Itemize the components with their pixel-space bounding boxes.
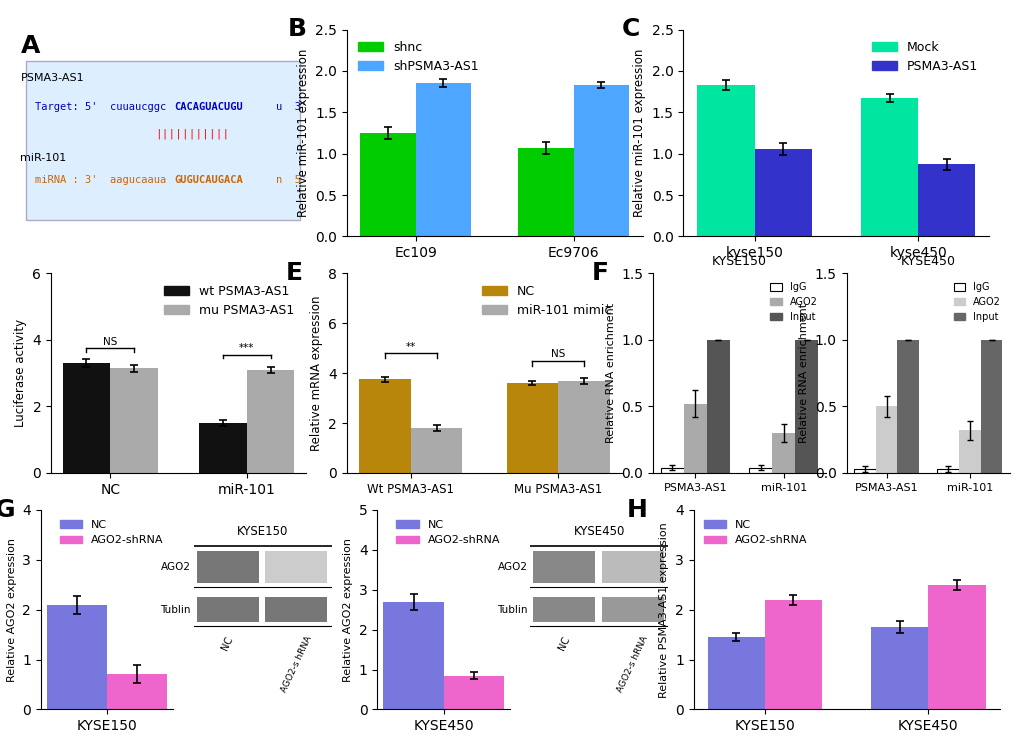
Bar	[927, 585, 984, 709]
Legend: NC, AGO2-shRNA: NC, AGO2-shRNA	[391, 516, 504, 550]
Bar	[936, 469, 958, 473]
Bar	[749, 468, 771, 473]
Bar	[533, 597, 594, 622]
Text: F: F	[592, 262, 608, 285]
Bar	[194, 521, 331, 542]
Bar	[557, 381, 609, 473]
Text: |||||||||||: |||||||||||	[155, 129, 228, 139]
Bar	[897, 340, 918, 473]
Y-axis label: Relative RNA enrichment: Relative RNA enrichment	[605, 303, 614, 443]
Title: KYSE450: KYSE450	[900, 255, 955, 268]
Bar	[443, 675, 503, 709]
Bar	[860, 98, 917, 236]
Text: H: H	[626, 498, 646, 522]
Text: NC: NC	[556, 635, 571, 652]
Bar	[707, 637, 764, 709]
Y-axis label: Luciferase activity: Luciferase activity	[14, 319, 26, 427]
FancyBboxPatch shape	[26, 61, 300, 220]
Text: GUGUCAUGACA: GUGUCAUGACA	[174, 175, 244, 185]
Text: PSMA3-AS1: PSMA3-AS1	[20, 73, 84, 84]
Text: **: **	[406, 342, 416, 352]
Bar	[415, 84, 471, 236]
Text: u  3': u 3'	[276, 102, 307, 112]
Bar	[411, 428, 462, 473]
Title: KYSE150: KYSE150	[711, 255, 766, 268]
Text: KYSE450: KYSE450	[573, 525, 625, 538]
Legend: IgG, AGO2, Input: IgG, AGO2, Input	[949, 279, 1004, 326]
Bar	[199, 423, 247, 473]
Bar	[247, 370, 294, 473]
Bar	[601, 551, 663, 583]
Text: KYSE150: KYSE150	[236, 525, 288, 538]
Bar	[870, 627, 927, 709]
Bar	[917, 165, 974, 236]
Y-axis label: Relative AGO2 expression: Relative AGO2 expression	[343, 538, 353, 681]
Bar	[265, 597, 327, 622]
Bar	[795, 340, 817, 473]
Bar	[360, 133, 415, 236]
Bar	[958, 430, 979, 473]
Y-axis label: Relative miR-101 expression: Relative miR-101 expression	[633, 49, 645, 217]
Legend: IgG, AGO2, Input: IgG, AGO2, Input	[765, 279, 820, 326]
Bar	[359, 379, 411, 473]
Legend: wt PSMA3-AS1, mu PSMA3-AS1: wt PSMA3-AS1, mu PSMA3-AS1	[159, 279, 300, 322]
Bar	[197, 597, 258, 622]
Text: NS: NS	[103, 336, 117, 347]
Bar	[265, 551, 327, 583]
Bar	[47, 605, 107, 709]
Text: ***: ***	[238, 343, 254, 353]
Bar	[875, 406, 897, 473]
Text: AGO2: AGO2	[161, 562, 191, 572]
Text: n  5': n 5'	[276, 175, 307, 185]
Y-axis label: Relative RNA enrichment: Relative RNA enrichment	[799, 303, 808, 443]
Bar	[697, 85, 754, 236]
Text: NS: NS	[550, 350, 565, 359]
Bar	[574, 85, 629, 236]
Bar	[518, 148, 574, 236]
Legend: NC, AGO2-shRNA: NC, AGO2-shRNA	[698, 516, 811, 550]
Y-axis label: Relative mRNA expression: Relative mRNA expression	[310, 296, 322, 451]
Text: CACAGUACUGU: CACAGUACUGU	[174, 102, 244, 112]
Legend: NC, miR-101 mimic: NC, miR-101 mimic	[476, 279, 615, 322]
Bar	[979, 340, 1002, 473]
Bar	[197, 551, 258, 583]
Bar	[660, 468, 683, 473]
Text: G: G	[0, 498, 15, 522]
Legend: NC, AGO2-shRNA: NC, AGO2-shRNA	[55, 516, 168, 550]
Text: NC: NC	[220, 635, 234, 652]
Y-axis label: Relative PSMA3-AS1 expression: Relative PSMA3-AS1 expression	[659, 522, 668, 698]
Bar	[706, 340, 729, 473]
Bar	[754, 149, 811, 236]
Y-axis label: Relative miR-101 expression: Relative miR-101 expression	[297, 49, 309, 217]
Bar	[601, 597, 663, 622]
Bar	[62, 364, 110, 473]
Text: Tublin: Tublin	[160, 605, 191, 615]
Text: AGO2: AGO2	[497, 562, 527, 572]
Bar	[110, 368, 158, 473]
Text: AGO2-s hRNA: AGO2-s hRNA	[615, 635, 649, 694]
Bar	[771, 433, 795, 473]
Text: A: A	[20, 34, 40, 58]
Bar	[533, 551, 594, 583]
Text: B: B	[287, 17, 307, 41]
Bar	[683, 403, 706, 473]
Bar	[383, 602, 443, 709]
Text: E: E	[286, 262, 303, 285]
Text: miR-101: miR-101	[20, 153, 66, 163]
Text: AGO2-s hRNA: AGO2-s hRNA	[279, 635, 313, 694]
Text: Tublin: Tublin	[496, 605, 527, 615]
Text: C: C	[622, 17, 640, 41]
Y-axis label: Relative AGO2 expression: Relative AGO2 expression	[7, 538, 16, 681]
Bar	[530, 521, 667, 542]
Legend: shnc, shPSMA3-AS1: shnc, shPSMA3-AS1	[353, 35, 483, 78]
Legend: Mock, PSMA3-AS1: Mock, PSMA3-AS1	[866, 35, 982, 78]
Text: Target: 5'  cuuaucggc: Target: 5' cuuaucggc	[35, 102, 166, 112]
Bar	[853, 469, 875, 473]
Bar	[107, 673, 167, 709]
Bar	[506, 383, 557, 473]
Text: miRNA : 3'  aagucaaua: miRNA : 3' aagucaaua	[35, 175, 166, 185]
Bar	[764, 599, 821, 709]
